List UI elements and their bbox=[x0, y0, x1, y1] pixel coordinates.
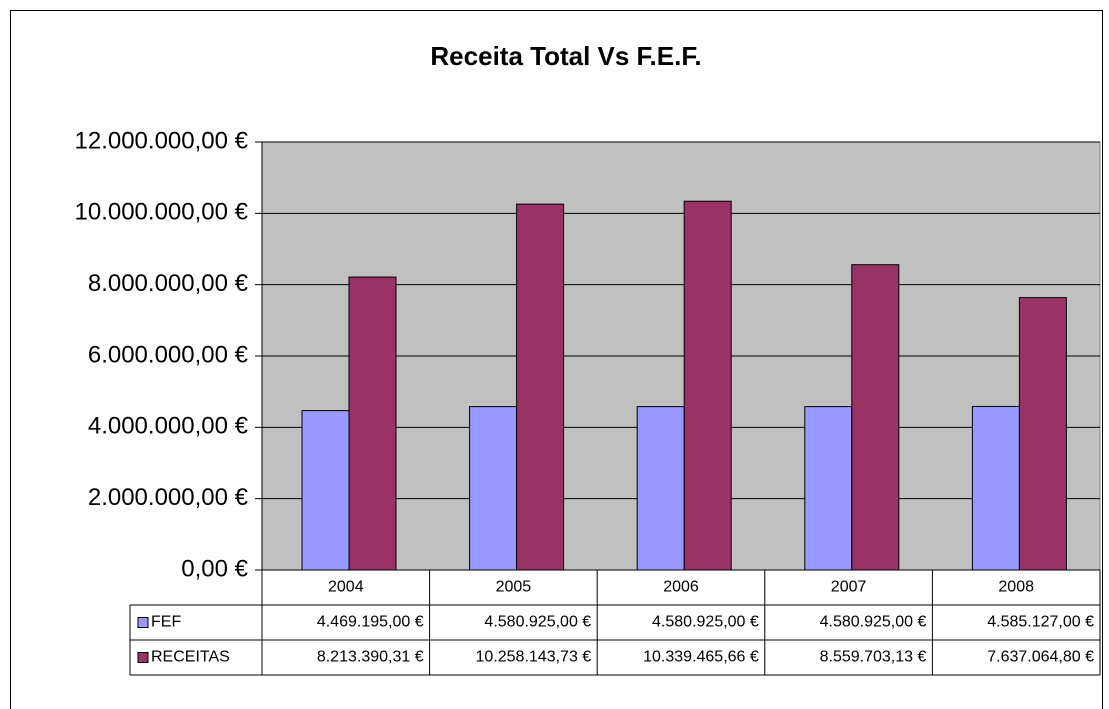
table-value: 4.580.925,00 € bbox=[820, 614, 927, 631]
bar bbox=[348, 276, 397, 571]
table-value: 8.559.703,13 € bbox=[820, 649, 927, 666]
legend-label: FEF bbox=[151, 614, 181, 631]
bar bbox=[683, 200, 732, 571]
x-tick-label: 2005 bbox=[496, 579, 532, 596]
y-tick-label: 12.000.000,00 € bbox=[75, 127, 249, 154]
y-tick-label: 8.000.000,00 € bbox=[88, 270, 249, 297]
x-tick-label: 2007 bbox=[831, 579, 867, 596]
y-tick-label: 0,00 € bbox=[181, 555, 248, 582]
y-tick-label: 10.000.000,00 € bbox=[75, 199, 249, 226]
y-tick-label: 4.000.000,00 € bbox=[88, 413, 249, 440]
x-tick-label: 2008 bbox=[998, 579, 1034, 596]
x-tick-label: 2004 bbox=[328, 579, 364, 596]
table-value: 7.637.064,80 € bbox=[987, 649, 1094, 666]
table-value: 4.469.195,00 € bbox=[317, 614, 424, 631]
bar bbox=[1018, 297, 1067, 571]
table-value: 4.580.925,00 € bbox=[652, 614, 759, 631]
y-tick-label: 6.000.000,00 € bbox=[88, 341, 249, 368]
bar bbox=[851, 264, 900, 571]
x-tick-label: 2006 bbox=[663, 579, 699, 596]
bar bbox=[636, 406, 685, 571]
table-value: 8.213.390,31 € bbox=[317, 649, 424, 666]
table-value: 4.585.127,00 € bbox=[987, 614, 1094, 631]
legend-label: RECEITAS bbox=[151, 649, 230, 666]
table-value: 4.580.925,00 € bbox=[484, 614, 591, 631]
legend-key bbox=[137, 652, 149, 663]
bar bbox=[469, 406, 518, 571]
bar bbox=[516, 203, 565, 571]
chart-title: Receita Total Vs F.E.F. bbox=[430, 41, 701, 71]
bar bbox=[971, 405, 1020, 571]
table-value: 10.258.143,73 € bbox=[476, 649, 592, 666]
table-value: 10.339.465,66 € bbox=[643, 649, 759, 666]
legend-key bbox=[137, 617, 149, 628]
y-tick-label: 2.000.000,00 € bbox=[88, 484, 249, 511]
bar bbox=[301, 410, 350, 571]
bar bbox=[804, 406, 853, 571]
